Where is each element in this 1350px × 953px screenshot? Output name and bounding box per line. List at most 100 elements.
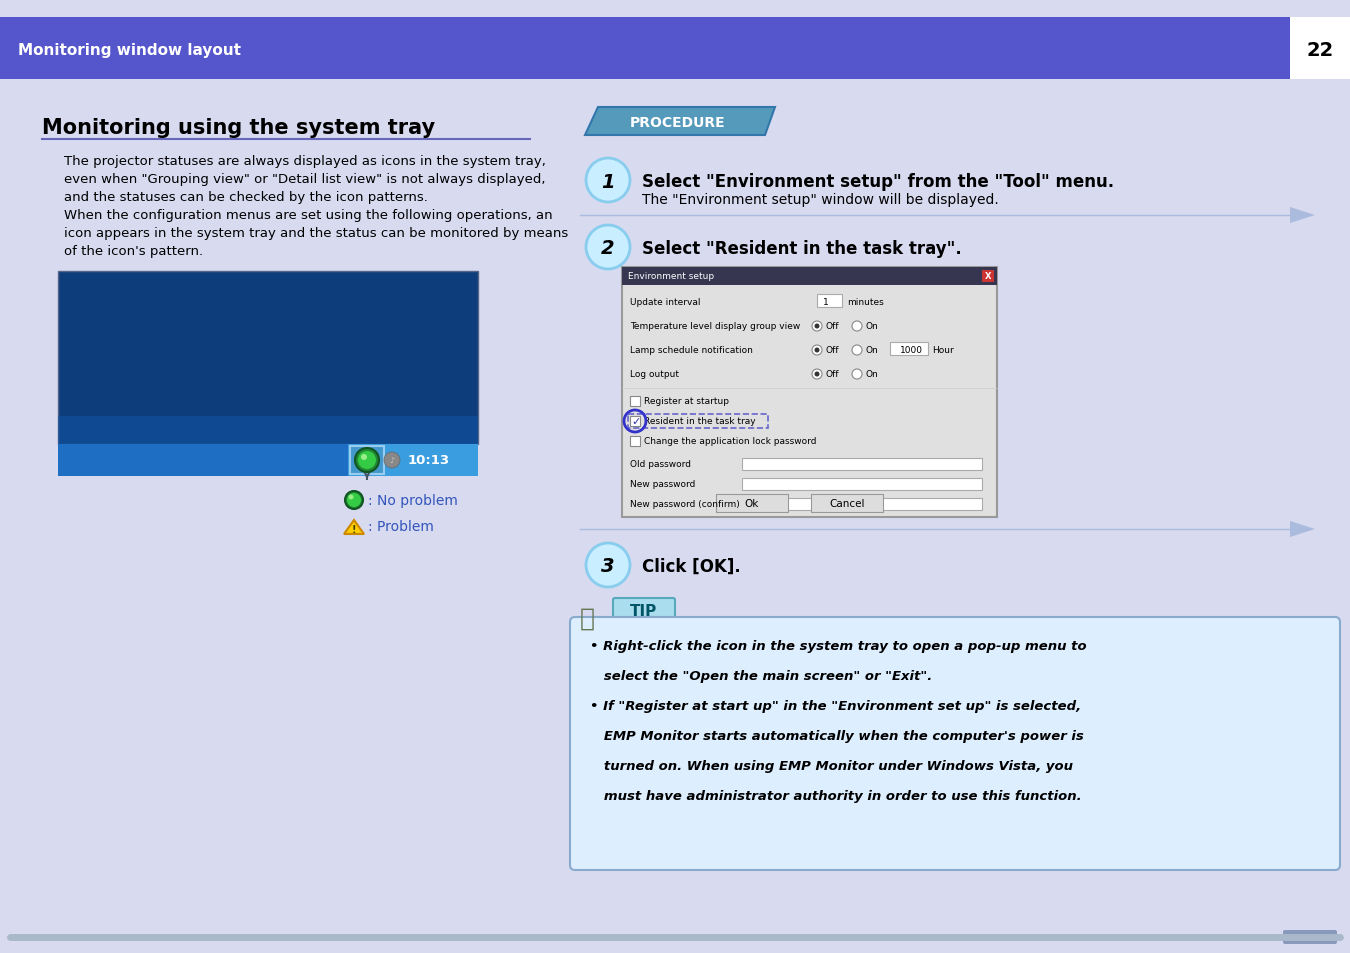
FancyBboxPatch shape <box>622 268 998 286</box>
Circle shape <box>811 322 822 332</box>
Text: When the configuration menus are set using the following operations, an: When the configuration menus are set usi… <box>63 209 552 222</box>
Text: New password (confirm): New password (confirm) <box>630 500 740 509</box>
Circle shape <box>347 494 360 507</box>
Text: ♪: ♪ <box>389 456 394 465</box>
Text: • If "Register at start up" in the "Environment set up" is selected,: • If "Register at start up" in the "Envi… <box>590 700 1081 712</box>
Text: Environment setup: Environment setup <box>628 273 714 281</box>
Text: The "Environment setup" window will be displayed.: The "Environment setup" window will be d… <box>643 193 999 207</box>
Circle shape <box>355 449 379 473</box>
FancyBboxPatch shape <box>817 294 842 308</box>
Circle shape <box>346 492 363 510</box>
Text: 👋: 👋 <box>580 606 595 630</box>
FancyBboxPatch shape <box>630 416 640 427</box>
Text: 22: 22 <box>1307 40 1334 59</box>
FancyBboxPatch shape <box>811 495 883 513</box>
Circle shape <box>586 543 630 587</box>
Text: and the statuses can be checked by the icon patterns.: and the statuses can be checked by the i… <box>63 191 428 204</box>
FancyBboxPatch shape <box>890 343 927 355</box>
Text: Select "Environment setup" from the "Tool" menu.: Select "Environment setup" from the "Too… <box>643 172 1114 191</box>
Text: Old password: Old password <box>630 460 691 469</box>
Text: Off: Off <box>825 346 838 355</box>
Text: turned on. When using EMP Monitor under Windows Vista, you: turned on. When using EMP Monitor under … <box>590 760 1073 772</box>
Text: Temperature level display group view: Temperature level display group view <box>630 322 801 331</box>
Text: Register at startup: Register at startup <box>644 397 729 406</box>
Text: PROCEDURE: PROCEDURE <box>630 116 726 130</box>
Circle shape <box>360 455 367 460</box>
Text: Log output: Log output <box>630 370 679 379</box>
FancyBboxPatch shape <box>58 444 478 476</box>
Circle shape <box>348 495 354 500</box>
Text: On: On <box>865 346 878 355</box>
Text: Cancel: Cancel <box>829 498 865 509</box>
Text: Monitoring window layout: Monitoring window layout <box>18 43 242 57</box>
Text: : Problem: : Problem <box>369 519 433 534</box>
Circle shape <box>358 452 377 470</box>
Text: icon appears in the system tray and the status can be monitored by means: icon appears in the system tray and the … <box>63 227 568 240</box>
Text: must have administrator authority in order to use this function.: must have administrator authority in ord… <box>590 789 1081 802</box>
Text: EMP Monitor starts automatically when the computer's power is: EMP Monitor starts automatically when th… <box>590 729 1084 742</box>
Text: TIP: TIP <box>630 604 657 618</box>
Text: !: ! <box>352 524 356 535</box>
FancyBboxPatch shape <box>0 18 1291 80</box>
Text: 2: 2 <box>601 239 614 258</box>
Circle shape <box>586 226 630 270</box>
FancyBboxPatch shape <box>743 478 981 491</box>
Circle shape <box>811 346 822 355</box>
Text: On: On <box>865 370 878 379</box>
Text: Change the application lock password: Change the application lock password <box>644 437 817 446</box>
FancyBboxPatch shape <box>348 444 478 476</box>
Text: ✓: ✓ <box>630 416 640 427</box>
Text: • Right-click the icon in the system tray to open a pop-up menu to: • Right-click the icon in the system tra… <box>590 639 1087 652</box>
Text: 1: 1 <box>824 298 829 307</box>
Circle shape <box>852 370 863 379</box>
FancyBboxPatch shape <box>630 436 640 447</box>
FancyBboxPatch shape <box>743 498 981 511</box>
FancyBboxPatch shape <box>1291 18 1350 80</box>
Text: Update interval: Update interval <box>630 298 701 307</box>
FancyBboxPatch shape <box>716 495 788 513</box>
Circle shape <box>852 346 863 355</box>
FancyBboxPatch shape <box>350 447 383 475</box>
Text: Resident in the task tray: Resident in the task tray <box>644 417 756 426</box>
Text: Ok: Ok <box>745 498 759 509</box>
Text: Hour: Hour <box>931 346 953 355</box>
Text: 3: 3 <box>601 557 614 576</box>
Circle shape <box>383 453 400 469</box>
Text: Monitoring using the system tray: Monitoring using the system tray <box>42 118 435 138</box>
Text: Click [OK].: Click [OK]. <box>643 558 741 576</box>
Circle shape <box>852 322 863 332</box>
FancyBboxPatch shape <box>613 598 675 624</box>
Circle shape <box>586 159 630 203</box>
Text: X: X <box>984 273 991 281</box>
Circle shape <box>814 372 819 377</box>
Polygon shape <box>1291 521 1315 537</box>
FancyBboxPatch shape <box>981 271 994 283</box>
Text: New password: New password <box>630 480 695 489</box>
Text: of the icon's pattern.: of the icon's pattern. <box>63 245 202 257</box>
Circle shape <box>814 348 819 354</box>
Text: Select "Resident in the task tray".: Select "Resident in the task tray". <box>643 240 961 257</box>
Polygon shape <box>344 520 364 535</box>
Polygon shape <box>1291 208 1315 224</box>
FancyBboxPatch shape <box>743 458 981 471</box>
Text: Off: Off <box>825 322 838 331</box>
FancyBboxPatch shape <box>570 618 1341 870</box>
FancyBboxPatch shape <box>58 272 478 444</box>
FancyBboxPatch shape <box>622 268 998 517</box>
FancyBboxPatch shape <box>630 396 640 407</box>
Text: 1: 1 <box>601 172 614 192</box>
Polygon shape <box>585 108 775 136</box>
Text: : No problem: : No problem <box>369 494 458 507</box>
Circle shape <box>811 370 822 379</box>
FancyBboxPatch shape <box>58 416 478 444</box>
Text: Off: Off <box>825 370 838 379</box>
Circle shape <box>814 324 819 329</box>
Text: On: On <box>865 322 878 331</box>
Text: select the "Open the main screen" or "Exit".: select the "Open the main screen" or "Ex… <box>590 669 933 682</box>
Text: 1000: 1000 <box>900 346 923 355</box>
Text: Lamp schedule notification: Lamp schedule notification <box>630 346 753 355</box>
Text: minutes: minutes <box>846 298 884 307</box>
Text: even when "Grouping view" or "Detail list view" is not always displayed,: even when "Grouping view" or "Detail lis… <box>63 172 545 186</box>
Text: The projector statuses are always displayed as icons in the system tray,: The projector statuses are always displa… <box>63 154 545 168</box>
Text: 10:13: 10:13 <box>408 454 450 467</box>
